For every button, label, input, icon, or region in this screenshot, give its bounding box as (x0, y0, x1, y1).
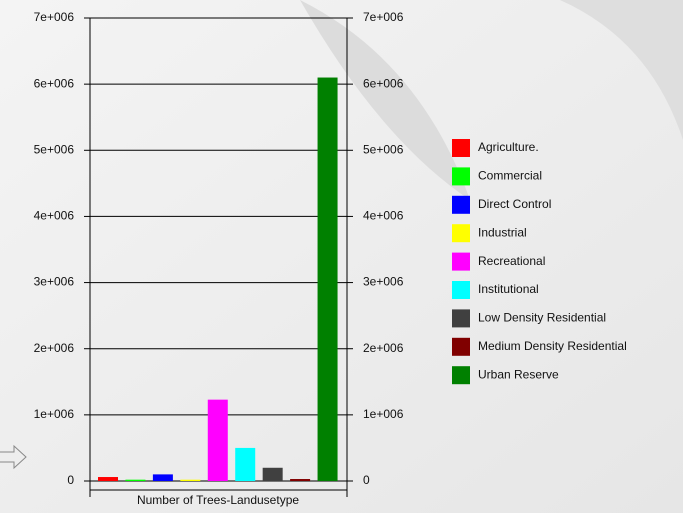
y-tick-label: 5e+006 (34, 142, 75, 156)
bar (180, 480, 200, 481)
legend-swatch (452, 253, 470, 271)
bar (263, 468, 283, 481)
y-tick-label: 4e+006 (34, 209, 75, 223)
y-tick-label: 3e+006 (34, 275, 75, 289)
y-tick-label: 2e+006 (34, 341, 75, 355)
y2-tick-label: 0 (363, 473, 370, 487)
legend-swatch (452, 196, 470, 214)
legend-swatch (452, 309, 470, 327)
y-tick-label: 0 (67, 473, 74, 487)
background (0, 0, 683, 513)
y2-tick-label: 4e+006 (363, 209, 404, 223)
bar (318, 78, 338, 481)
legend-label: Commercial (478, 169, 542, 183)
bar (153, 474, 173, 481)
bar (98, 477, 118, 481)
bar (125, 480, 145, 481)
legend-swatch (452, 281, 470, 299)
legend-swatch (452, 167, 470, 185)
bar (290, 479, 310, 481)
y-tick-label: 7e+006 (34, 10, 75, 24)
legend-label: Agriculture. (478, 140, 539, 154)
legend-swatch (452, 338, 470, 356)
x-axis-label: Number of Trees-Landusetype (137, 493, 299, 507)
y2-tick-label: 5e+006 (363, 142, 404, 156)
y2-tick-label: 3e+006 (363, 275, 404, 289)
legend-swatch (452, 139, 470, 157)
y2-tick-label: 6e+006 (363, 76, 404, 90)
legend-label: Industrial (478, 225, 527, 239)
chart: Number of Trees-Landusetype 0 0 1e+006 1e+0… (0, 0, 683, 513)
legend-label: Medium Density Residential (478, 339, 627, 353)
y2-tick-label: 1e+006 (363, 407, 404, 421)
y2-tick-label: 7e+006 (363, 10, 404, 24)
legend-label: Institutional (478, 282, 539, 296)
legend-label: Urban Reserve (478, 367, 559, 381)
legend-label: Low Density Residential (478, 311, 606, 325)
legend-label: Recreational (478, 254, 545, 268)
y-tick-label: 6e+006 (34, 76, 75, 90)
legend-swatch (452, 224, 470, 242)
legend-swatch (452, 366, 470, 384)
bar (208, 400, 228, 481)
bar (235, 448, 255, 481)
legend-label: Direct Control (478, 197, 551, 211)
y-tick-label: 1e+006 (34, 407, 75, 421)
y2-tick-label: 2e+006 (363, 341, 404, 355)
